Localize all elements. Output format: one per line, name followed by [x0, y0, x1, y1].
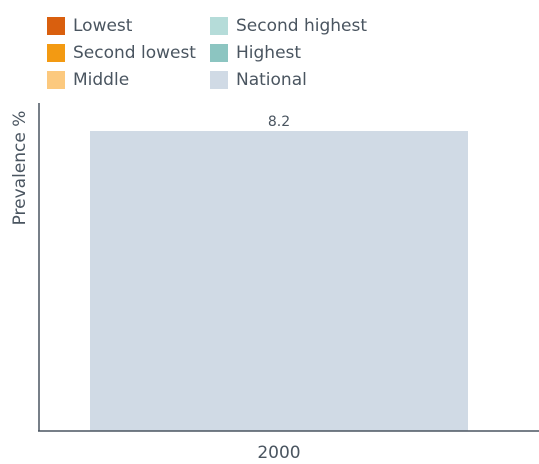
- legend-label-highest: Highest: [236, 42, 302, 63]
- y-axis-label: Prevalence %: [10, 111, 30, 226]
- legend-item-middle: Middle: [47, 66, 210, 93]
- bars-group: 8.2: [90, 114, 468, 431]
- chart-legend: Lowest Second highest Second lowest High…: [47, 12, 380, 93]
- legend-swatch-second-highest: [210, 16, 228, 35]
- legend-swatch-second-lowest: [47, 43, 65, 62]
- legend-label-lowest: Lowest: [73, 15, 133, 36]
- legend-swatch-highest: [210, 43, 228, 62]
- x-tick-labels: 2000: [257, 443, 300, 463]
- legend-label-middle: Middle: [73, 69, 130, 90]
- legend-swatch-lowest: [47, 16, 65, 35]
- legend-item-lowest: Lowest: [47, 12, 210, 39]
- legend-item-second-highest: Second highest: [210, 12, 380, 39]
- legend-item-second-lowest: Second lowest: [47, 39, 210, 66]
- legend-item-highest: Highest: [210, 39, 380, 66]
- legend-swatch-middle: [47, 70, 65, 89]
- legend-label-second-lowest: Second lowest: [73, 42, 196, 63]
- legend-swatch-national: [210, 70, 228, 89]
- legend-label-national: National: [236, 69, 307, 90]
- bar-national-2000: [90, 131, 468, 431]
- data-label-2000: 8.2: [268, 114, 290, 130]
- legend-item-national: National: [210, 66, 380, 93]
- x-tick-label-2000: 2000: [257, 443, 300, 463]
- legend-label-second-highest: Second highest: [236, 15, 368, 36]
